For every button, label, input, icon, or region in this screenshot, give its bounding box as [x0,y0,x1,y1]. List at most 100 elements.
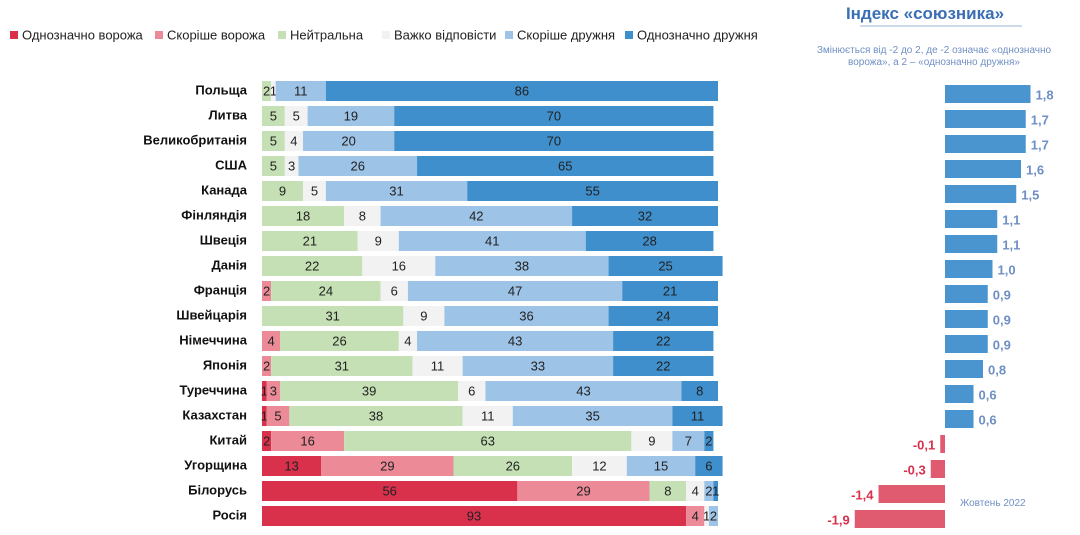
data-label: 25 [658,258,672,273]
bar-segment [403,306,445,326]
data-label: 3 [288,158,295,173]
data-label: 2 [705,483,712,498]
category-label: Казахстан [182,407,247,422]
bar-segment [262,481,518,501]
bar-segment [266,406,290,426]
data-label: 9 [420,308,427,323]
legend-swatch [155,31,163,39]
category-label: Польща [195,82,247,97]
bar-segment [262,356,272,376]
bar-segment [262,456,322,476]
data-label: 33 [531,358,545,373]
category-label: Білорусь [188,482,247,497]
bar-segment [398,231,586,251]
bar-segment [344,206,381,226]
bar-segment [380,281,408,301]
bar-segment [517,481,650,501]
bar-segment [271,81,276,101]
index-label: 1,5 [1021,187,1039,202]
category-label: Франція [194,282,247,297]
data-label: 4 [268,333,275,348]
bar-segment [262,306,404,326]
bar-segment [672,431,705,451]
bar-segment [686,506,705,526]
legend-label: Скоріше ворожа [167,27,266,42]
bar-segment [708,506,718,526]
data-label: 16 [300,433,314,448]
bar-segment [271,431,345,451]
bar-segment [626,456,696,476]
legend-swatch [278,31,286,39]
index-bar [945,410,974,428]
index-bar [945,335,988,353]
data-label: 1 [261,383,268,398]
data-label: 24 [656,308,670,323]
data-label: 9 [648,433,655,448]
data-label: 21 [303,233,317,248]
data-label: 5 [270,108,277,123]
bar-segment [631,431,673,451]
data-label: 15 [654,458,668,473]
bar-segment [380,206,573,226]
data-label: 9 [279,183,286,198]
data-label: 2 [705,433,712,448]
data-label: 31 [335,358,349,373]
data-label: 20 [341,133,355,148]
index-label: 1,1 [1002,212,1020,227]
bar-segment [266,381,281,401]
bar-segment [417,331,614,351]
index-label: 1,0 [998,262,1016,277]
bar-segment [262,131,285,151]
bar-segment [303,181,326,201]
index-bar [945,160,1021,178]
data-label: 43 [576,383,590,398]
data-label: 11 [691,408,705,423]
bar-segment [344,431,632,451]
category-label: Угорщина [184,457,248,472]
index-label: -0,3 [903,462,925,477]
index-bar [945,235,998,253]
data-label: 19 [344,108,358,123]
bar-segment [280,381,459,401]
legend-label: Однозначно ворожа [22,27,144,42]
data-label: 2 [263,358,270,373]
bar-segment [280,331,399,351]
bar-segment [262,331,281,351]
category-label: Швеція [200,232,247,247]
data-label: 31 [389,183,403,198]
bar-segment [417,156,714,176]
bar-segment [613,356,714,376]
index-bar [878,485,945,503]
index-title: Індекс «союзника» [845,4,1005,23]
bar-segment [394,131,714,151]
bar-segment [444,306,609,326]
data-label: 21 [663,283,677,298]
bar-segment [453,456,573,476]
bar-segment [362,256,436,276]
data-label: 55 [585,183,599,198]
category-label: США [215,157,247,172]
bar-segment [262,231,358,251]
index-label: 1,7 [1031,112,1049,127]
data-label: 18 [296,208,310,223]
data-label: 12 [592,458,606,473]
category-label: Великобританія [143,132,247,147]
data-label: 26 [351,158,365,173]
bar-segment [572,456,627,476]
index-label: 0,9 [993,287,1011,302]
index-bar [945,210,998,228]
data-label: 13 [284,458,298,473]
legend-label: Скоріше дружня [517,27,615,42]
data-label: 4 [692,483,699,498]
bar-segment [686,481,705,501]
data-label: 29 [380,458,394,473]
bar-segment [613,331,714,351]
bar-segment [289,406,463,426]
data-label: 28 [642,233,656,248]
category-label: Туреччина [179,382,247,397]
index-label: 0,9 [993,312,1011,327]
bar-segment [262,156,285,176]
index-label: -1,9 [827,512,849,527]
data-label: 29 [576,483,590,498]
